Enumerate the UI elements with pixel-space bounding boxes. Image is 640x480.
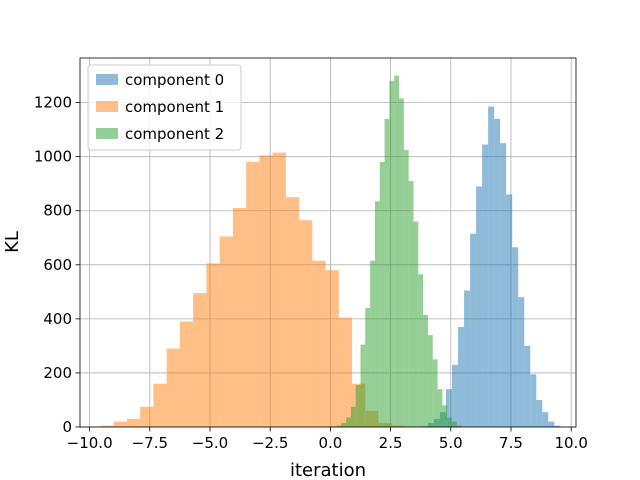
histogram-bar: [476, 186, 483, 427]
histogram-bar: [341, 422, 347, 427]
x-axis-label: iteration: [290, 460, 366, 480]
histogram-bar: [219, 236, 233, 427]
histogram-bar: [530, 374, 537, 427]
histogram-bar: [394, 75, 400, 428]
histogram-bar: [418, 274, 424, 427]
y-tick-label: 400: [43, 310, 72, 328]
bars-layer: [100, 75, 561, 428]
histogram-bar: [360, 344, 366, 427]
histogram-bar: [506, 194, 513, 427]
x-tick-label: 10.0: [554, 434, 587, 452]
legend-label: component 0: [125, 71, 224, 89]
legend-swatch: [96, 128, 118, 139]
histogram-bar: [447, 417, 452, 427]
histogram-bar: [259, 155, 273, 428]
histogram-bar: [500, 143, 507, 427]
histogram-bar: [458, 326, 465, 427]
series-2-bars: [336, 75, 462, 428]
histogram-bar: [312, 260, 326, 427]
histogram-bar: [153, 383, 167, 427]
histogram-bar: [432, 359, 438, 427]
histogram-bar: [379, 162, 385, 428]
histogram-bar: [272, 152, 286, 427]
histogram-bar: [299, 220, 313, 427]
histogram-bar: [452, 364, 459, 427]
x-tick-label: −7.5: [132, 434, 168, 452]
histogram-bar: [140, 406, 154, 427]
y-tick-label: 1000: [34, 148, 72, 166]
legend-frame: [87, 64, 242, 151]
histogram-bar: [554, 425, 561, 427]
histogram-bar: [193, 293, 207, 427]
y-tick-label: 800: [43, 202, 72, 220]
histogram-bar: [246, 162, 260, 428]
histogram-bar: [206, 263, 220, 427]
histogram-bar: [482, 144, 489, 427]
histogram-bar: [494, 118, 501, 428]
histogram-bar: [325, 270, 339, 427]
histogram-bar: [456, 425, 462, 427]
legend-label: component 1: [125, 98, 224, 116]
x-tick-label: 5.0: [439, 434, 463, 452]
legend: component 0 component 1 component 2: [87, 64, 242, 151]
histogram-bar: [285, 197, 300, 427]
histogram-bar: [536, 399, 543, 427]
histogram-bar: [518, 297, 525, 427]
histogram-bar: [542, 412, 549, 427]
x-tick-label: 2.5: [379, 434, 403, 452]
histogram-bar: [350, 406, 356, 427]
histogram-bar: [548, 421, 555, 427]
histogram-bar: [464, 290, 471, 427]
histogram-bar: [524, 345, 531, 427]
y-axis-label: KL: [2, 231, 23, 253]
y-tick-label: 1200: [34, 94, 72, 112]
histogram-bar: [445, 389, 452, 427]
histogram-bar: [100, 425, 114, 427]
histogram-bar: [346, 417, 351, 427]
series-0-bars: [421, 106, 561, 428]
x-tick-label: −2.5: [252, 434, 288, 452]
histogram-bar: [384, 118, 390, 428]
x-tick-label: −5.0: [192, 434, 228, 452]
histogram-bar: [389, 80, 395, 427]
histogram-bar: [338, 317, 353, 427]
histogram-bar: [442, 405, 448, 427]
histogram-bar: [232, 208, 247, 427]
y-tick-label: 0: [62, 418, 72, 436]
histogram-bar: [399, 98, 404, 428]
histogram-bar: [488, 106, 495, 428]
histogram-bar: [408, 181, 414, 427]
histogram-bar: [336, 425, 342, 427]
histogram-bar: [179, 321, 194, 427]
plot-frame: [79, 57, 577, 428]
y-tick-label: 200: [43, 364, 72, 382]
histogram-bar: [427, 335, 433, 427]
histogram-bar: [374, 201, 380, 427]
legend-swatch: [96, 74, 118, 85]
histogram-bar: [512, 247, 519, 427]
histogram-bar: [166, 348, 180, 427]
y-tick-label: 600: [43, 256, 72, 274]
x-tick-label: −10.0: [67, 434, 113, 452]
legend-label: component 2: [125, 125, 224, 143]
histogram-bar: [370, 260, 375, 427]
ticks-layer: −10.0 −7.5 −5.0 −2.5 0.0 2.5 5.0 7.5 10.0 0 200 400…: [34, 94, 588, 452]
series-1-bars: [100, 152, 406, 428]
x-tick-label: 0.0: [318, 434, 342, 452]
histogram-bar: [403, 149, 409, 427]
x-tick-label: 7.5: [499, 434, 523, 452]
histogram-bar: [423, 314, 428, 427]
histogram-bar: [452, 421, 457, 427]
histogram-bar: [355, 385, 361, 427]
histogram-bar: [437, 389, 443, 427]
histogram-bar: [413, 221, 419, 427]
histogram-bar: [126, 418, 141, 427]
legend-swatch: [96, 101, 118, 112]
histogram-bar: [470, 233, 477, 427]
histogram-bar: [365, 308, 371, 427]
histogram-bar: [113, 421, 127, 427]
